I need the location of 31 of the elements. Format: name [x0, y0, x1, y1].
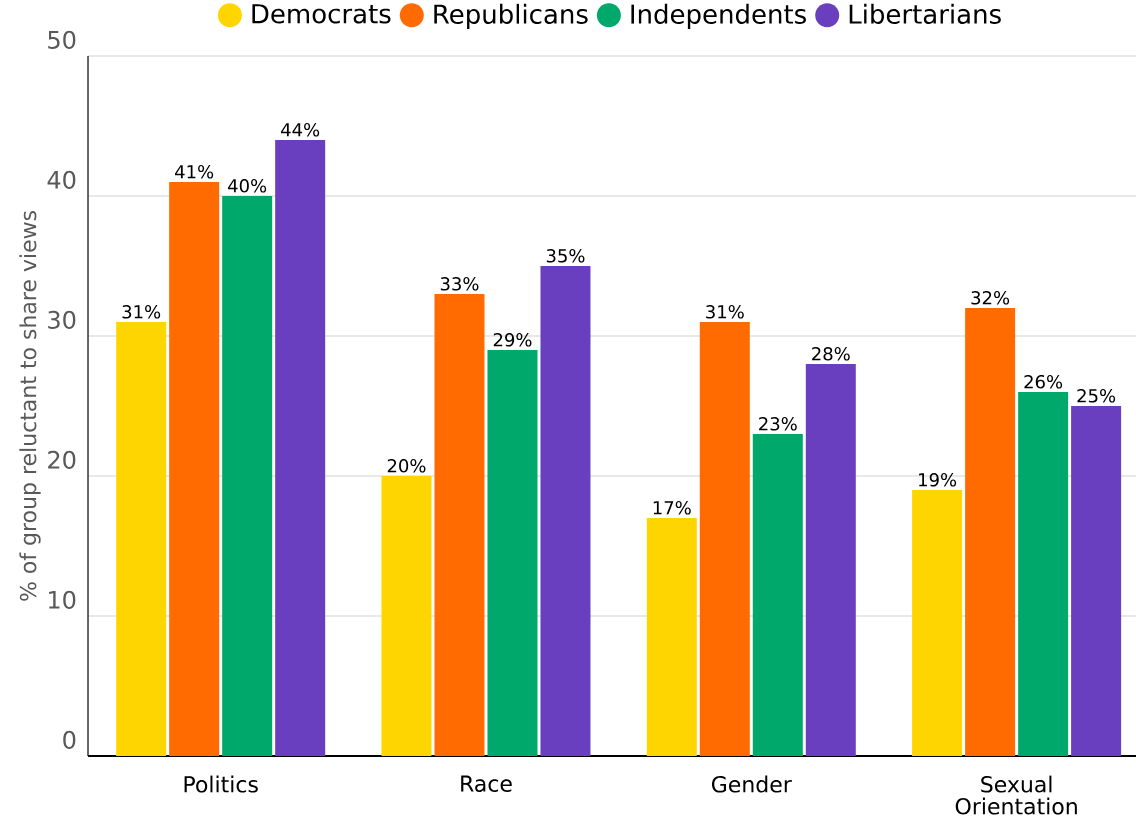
data-label: 31%	[122, 304, 161, 319]
data-label: 33%	[440, 276, 479, 291]
y-tick-label: 30	[48, 310, 76, 329]
x-tick-label: Race	[461, 775, 512, 792]
legend-label: Libertarians	[849, 3, 1001, 24]
x-tick-label: Sexual Orientation	[955, 775, 1077, 815]
data-label: 25%	[1077, 388, 1116, 403]
data-label: 29%	[493, 332, 532, 347]
x-tick-label: Gender	[711, 775, 792, 793]
data-label: 20%	[387, 458, 426, 473]
data-label: 41%	[175, 164, 214, 179]
data-label: 26%	[1024, 374, 1063, 389]
data-label: 40%	[228, 178, 267, 193]
legend-label: Independents	[631, 3, 806, 29]
data-label: 32%	[971, 290, 1010, 305]
data-label: 31%	[706, 304, 744, 319]
data-label: 23%	[759, 416, 797, 431]
y-tick-label: 10	[49, 590, 76, 609]
x-tick-label: Politics	[184, 775, 258, 793]
data-label: 44%	[281, 122, 320, 137]
y-axis-title: % of group reluctant to share views	[19, 211, 41, 601]
data-label: 28%	[812, 346, 850, 361]
y-tick-label: 50	[48, 30, 76, 49]
data-label: 17%	[653, 500, 691, 515]
legend-label: Democrats	[252, 4, 391, 24]
y-tick-label: 0	[63, 730, 76, 749]
data-label: 19%	[919, 472, 957, 487]
legend-label: Republicans	[434, 3, 588, 29]
data-label: 35%	[546, 248, 585, 263]
y-tick-label: 40	[47, 170, 76, 189]
y-tick-label: 20	[48, 450, 76, 469]
